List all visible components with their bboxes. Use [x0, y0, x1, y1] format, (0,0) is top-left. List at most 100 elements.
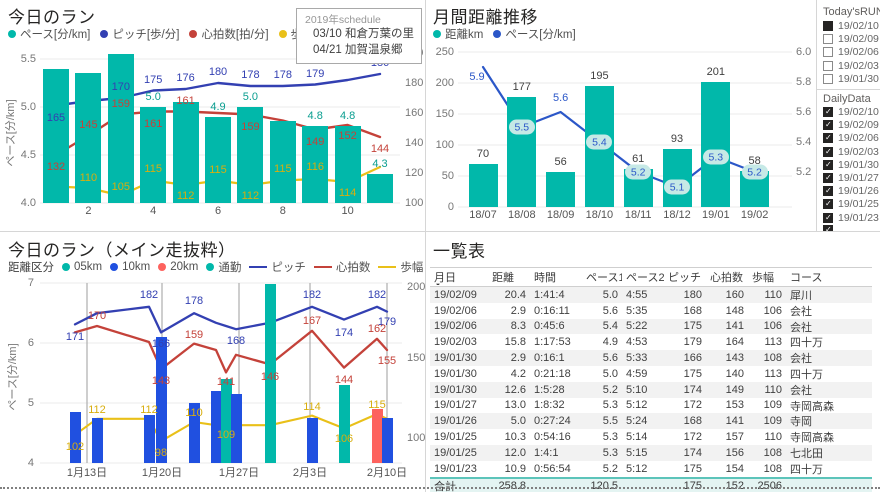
checkbox-selected[interactable] [823, 21, 833, 31]
daily-data-item-19/02/10[interactable]: 19/02/10 [823, 106, 879, 118]
checkbox-unchecked[interactable] [823, 73, 833, 84]
table-row[interactable]: 19/01/25 10.3 0:54:16 5.3 5:14 172 157 110 寺岡高森 [430, 429, 872, 445]
checkbox-checked[interactable] [823, 120, 833, 131]
legend-item-km[interactable]: 距離km [433, 26, 483, 42]
run-bar[interactable] [143, 415, 155, 463]
column-header-ペース1[interactable]: ペース1 [586, 272, 622, 284]
distance-bar[interactable] [468, 163, 498, 207]
column-header-心拍数[interactable]: 心拍数 [710, 272, 743, 284]
pace-bar[interactable] [205, 116, 231, 203]
heart-data-label: 143 [151, 375, 171, 388]
daily-data-item-partial[interactable] [823, 224, 838, 231]
legend-item-[interactable]: 心拍数 [313, 259, 370, 275]
checkbox-unchecked[interactable] [823, 60, 833, 71]
pace-bar[interactable] [140, 107, 167, 203]
checkbox-checked[interactable] [823, 212, 833, 223]
run-bar[interactable] [91, 418, 103, 463]
distance-bar[interactable] [701, 82, 731, 207]
column-header-時間[interactable]: 時間 [534, 272, 556, 284]
run-bar[interactable] [155, 337, 167, 463]
run-bar[interactable] [230, 394, 242, 463]
table-row[interactable]: 19/02/06 8.3 0:45:6 5.4 5:22 175 141 106 会社 [430, 318, 872, 335]
pace-bar[interactable] [334, 126, 361, 203]
daily-data-item-19/01/26[interactable]: 19/01/26 [823, 185, 879, 197]
todays-run-item-19/02/06[interactable]: 19/02/06 [823, 46, 879, 58]
schedule-line-1: 03/10 和倉万葉の里 [313, 28, 414, 40]
run-bar[interactable] [264, 284, 276, 463]
legend-item-10km[interactable]: 10km [110, 261, 150, 273]
cell-心拍数: 148 [725, 304, 744, 317]
todays-run-item-19/02/09[interactable]: 19/02/09 [823, 33, 879, 45]
daily-data-item-19/01/27[interactable]: 19/01/27 [823, 172, 879, 184]
run-bar[interactable] [69, 412, 81, 463]
checkbox-checked[interactable] [823, 107, 833, 117]
pace-bar[interactable] [302, 126, 329, 203]
legend-item-05km[interactable]: 05km [62, 261, 102, 273]
checkbox-unchecked[interactable] [823, 34, 833, 45]
schedule-textbox[interactable]: 2019年schedule 03/10 和倉万葉の里 04/21 加賀温泉郷 [296, 8, 422, 64]
cell-月日: 19/02/09 [434, 288, 477, 301]
table-row[interactable]: 19/02/03 15.8 1:17:53 4.9 4:53 179 164 113 四十万 [430, 334, 872, 350]
pace-bar[interactable] [75, 73, 102, 203]
table-row[interactable]: 19/01/25 12.0 1:4:1 5.3 5:15 174 156 108 七北田 [430, 445, 872, 461]
heart-data-label: 145 [79, 118, 98, 131]
table-row[interactable]: 19/01/23 10.9 0:56:54 5.2 5:12 175 154 108 四十万 [430, 461, 872, 477]
checkbox-checked[interactable] [823, 133, 833, 144]
table-row[interactable]: 19/02/09 20.4 1:41:4 5.0 4:55 180 160 110 犀川 [430, 287, 872, 303]
pace-bar[interactable] [43, 68, 69, 203]
legend-item-[interactable]: 通勤 [206, 259, 241, 275]
x-axis-tick: 18/11 [624, 209, 652, 221]
checkbox-unchecked[interactable] [823, 47, 833, 58]
legend-item-[interactable]: 心拍数[拍/分] [189, 26, 269, 42]
column-header-月日[interactable]: 月日▼ [430, 269, 488, 285]
checkbox-checked[interactable] [823, 186, 833, 197]
legend-item-[interactable]: ピッチ [249, 259, 306, 275]
legend-item-[interactable]: ピッチ[歩/分] [100, 26, 179, 42]
distance-bar[interactable] [507, 97, 537, 207]
daily-data-item-19/02/06[interactable]: 19/02/06 [823, 132, 879, 144]
distance-bar[interactable] [546, 172, 576, 207]
pace-bar[interactable] [367, 174, 393, 203]
legend-item-km[interactable]: ペース[分/km] [8, 26, 90, 42]
run-bar[interactable] [338, 385, 350, 463]
legend-item-20km[interactable]: 20km [158, 261, 198, 273]
cell-心拍数: 156 [725, 446, 744, 459]
checkbox-checked[interactable] [823, 224, 833, 231]
checkbox-checked[interactable] [823, 159, 833, 170]
table-row[interactable]: 19/01/30 4.2 0:21:18 5.0 4:59 175 140 113 四十万 [430, 366, 872, 382]
table-row[interactable]: 19/01/27 13.0 1:8:32 5.3 5:12 172 153 109 寺岡高森 [430, 398, 872, 414]
todays-run-item-19/02/03[interactable]: 19/02/03 [823, 60, 879, 72]
run-bar[interactable] [306, 418, 318, 463]
run-bar[interactable] [188, 403, 200, 463]
checkbox-checked[interactable] [823, 199, 833, 210]
run-bar[interactable] [220, 379, 232, 463]
daily-data-item-19/02/03[interactable]: 19/02/03 [823, 146, 879, 158]
daily-data-item-19/01/25[interactable]: 19/01/25 [823, 198, 879, 210]
pace-bar[interactable] [172, 102, 199, 203]
checkbox-checked[interactable] [823, 146, 833, 157]
legend-item-[interactable]: 歩幅 [378, 259, 423, 275]
column-header-歩幅[interactable]: 歩幅 [752, 272, 774, 284]
run-bar[interactable] [371, 409, 383, 463]
column-header-コース[interactable]: コース [790, 272, 823, 284]
table-row[interactable]: 19/01/30 2.9 0:16:1 5.6 5:33 166 143 108 会社 [430, 350, 872, 366]
column-header-ペース2[interactable]: ペース2 [626, 272, 664, 284]
column-header-ピッチ[interactable]: ピッチ [668, 272, 701, 284]
pace-bar[interactable] [107, 54, 134, 203]
checkbox-checked[interactable] [823, 173, 833, 183]
table-row[interactable]: 19/01/26 5.0 0:27:24 5.5 5:24 168 141 109 寺岡 [430, 413, 872, 430]
todays-run-item-19/02/10[interactable]: 19/02/10 [823, 20, 879, 32]
pace-bar[interactable] [237, 107, 264, 203]
legend-item-km[interactable]: ペース[分/km] [493, 26, 576, 42]
run-bar[interactable] [381, 418, 393, 463]
daily-data-item-19/02/09[interactable]: 19/02/09 [823, 119, 879, 131]
todays-run-item-19/01/30[interactable]: 19/01/30 [823, 73, 879, 85]
distance-bar[interactable] [662, 149, 692, 207]
run-bar[interactable] [210, 391, 222, 463]
table-row[interactable]: 19/01/30 12.6 1:5:28 5.2 5:10 174 149 110 会社 [430, 381, 872, 398]
daily-data-item-19/01/30[interactable]: 19/01/30 [823, 159, 879, 171]
daily-data-item-19/01/23[interactable]: 19/01/23 [823, 212, 879, 224]
column-header-距離[interactable]: 距離 [492, 272, 514, 284]
pace-bar[interactable] [269, 121, 296, 203]
table-row[interactable]: 19/02/06 2.9 0:16:11 5.6 5:35 168 148 106 会社 [430, 303, 872, 319]
